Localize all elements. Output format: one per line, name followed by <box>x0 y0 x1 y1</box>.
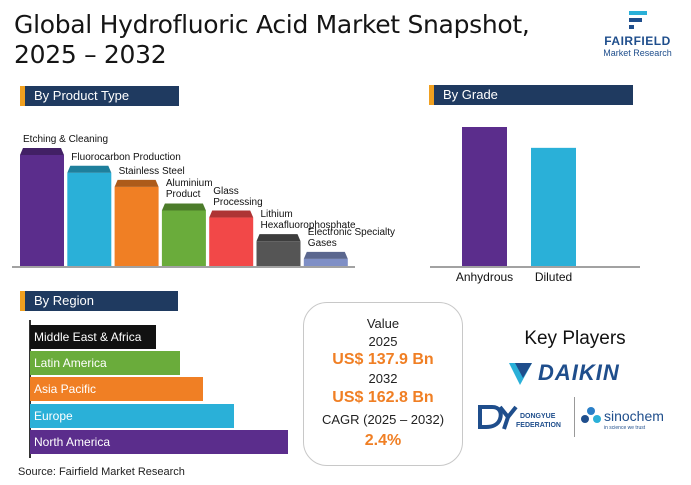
product-type-chart <box>12 148 355 268</box>
fairfield-logo: FAIRFIELD Market Research <box>590 10 685 59</box>
daikin-logo-icon <box>509 363 532 385</box>
header-accent-mark <box>20 291 25 311</box>
source-note: Source: Fairfield Market Research <box>18 466 185 478</box>
page-title: Global Hydrofluoric Acid Market Snapshot… <box>14 10 574 70</box>
product-type-bar <box>209 210 254 266</box>
grade-label: Diluted <box>534 270 573 284</box>
logo-divider <box>574 397 575 437</box>
key-players-title: Key Players <box>524 328 626 349</box>
grade-chart <box>430 127 640 268</box>
sinochem-wordmark: sinochem <box>604 408 664 424</box>
value-end: US$ 162.8 Bn <box>332 389 434 406</box>
product-type-bar <box>161 203 206 266</box>
value-year-end: 2032 <box>368 371 398 386</box>
header-accent-mark <box>429 85 434 105</box>
cagr-value: 2.4% <box>364 432 402 449</box>
title-line-1: Global Hydrofluoric Acid Market Snapshot… <box>14 10 530 39</box>
product-type-label: Glass Processing <box>213 185 263 208</box>
dongyue-subtitle: FEDERATION <box>516 422 561 429</box>
sinochem-logo: sinochem in science we trust <box>580 405 680 435</box>
section-header-product-type: By Product Type <box>20 86 179 106</box>
value-start: US$ 137.9 Bn <box>332 351 434 368</box>
region-bar: Middle East & Africa <box>30 325 157 349</box>
grade-bar <box>462 127 507 266</box>
grade-bar <box>531 147 576 266</box>
header-accent-mark <box>20 86 25 106</box>
section-header-region: By Region <box>20 291 178 311</box>
sinochem-tagline: in science we trust <box>604 425 646 431</box>
cagr-label: CAGR (2025 – 2032) <box>321 412 445 427</box>
market-value-box: Value 2025 US$ 137.9 Bn 2032 US$ 162.8 B… <box>303 302 463 466</box>
dongyue-logo: DONGYUE FEDERATION <box>478 403 572 435</box>
grade-label: Anhydrous <box>455 270 514 284</box>
logo-name: FAIRFIELD <box>604 34 671 48</box>
logo-subtitle: Market Research <box>603 48 672 58</box>
daikin-logo: DAIKIN <box>506 360 626 388</box>
product-type-bar <box>303 251 348 266</box>
dongyue-wordmark: DONGYUE <box>520 413 556 420</box>
product-type-label: Electronic Specialty Gases <box>307 226 396 249</box>
region-bar: North America <box>30 429 288 454</box>
product-type-label: Lithium Hexafluorophosphate <box>260 209 356 232</box>
region-bar: Asia Pacific <box>30 377 203 402</box>
dongyue-logo-icon <box>478 405 518 430</box>
product-type-bar <box>114 179 159 266</box>
product-type-label: Stainless Steel <box>118 165 185 177</box>
sinochem-logo-icon <box>581 407 601 423</box>
title-line-2: 2025 – 2032 <box>14 40 167 69</box>
product-type-label: Aluminium Product <box>165 178 213 201</box>
value-year-start: 2025 <box>368 334 398 349</box>
product-type-bar <box>256 234 301 266</box>
fairfield-logo-icon <box>628 11 647 29</box>
product-type-label: Fluorocarbon Production <box>71 151 181 163</box>
product-type-bar <box>67 165 112 266</box>
value-label: Value <box>366 316 400 331</box>
daikin-wordmark: DAIKIN <box>538 360 620 385</box>
region-bar: Europe <box>30 403 234 428</box>
product-type-label: Etching & Cleaning <box>23 134 109 145</box>
section-title-region: By Region <box>34 293 94 308</box>
product-type-bar <box>20 148 64 266</box>
region-bar: Latin America <box>30 351 180 376</box>
section-header-grade: By Grade <box>429 85 633 105</box>
section-title-grade: By Grade <box>443 87 498 102</box>
section-title-product-type: By Product Type <box>34 88 130 103</box>
